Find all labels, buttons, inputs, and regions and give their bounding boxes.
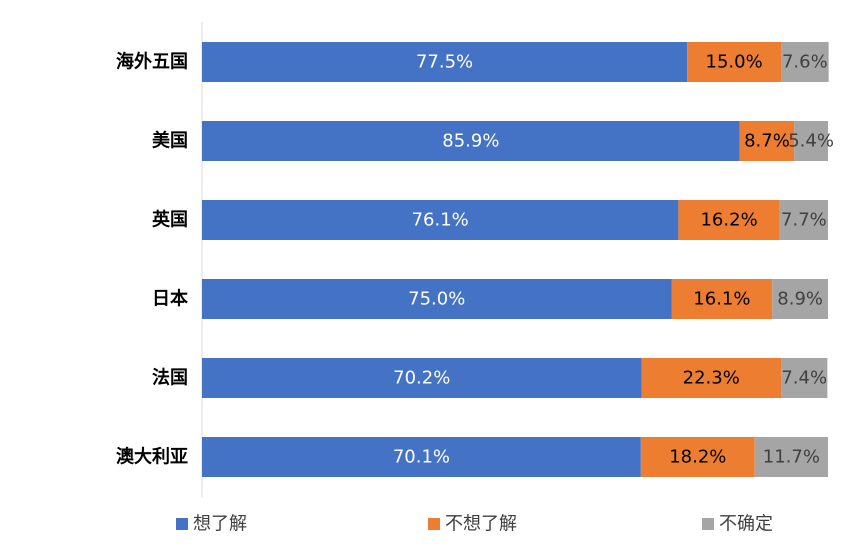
bar-segment <box>772 279 828 319</box>
legend-label: 不想了解 <box>445 514 517 535</box>
data-label: 75.0% <box>408 289 465 310</box>
data-label: 16.1% <box>693 289 750 310</box>
data-label: 11.7% <box>763 447 820 468</box>
data-label: 85.9% <box>442 131 499 152</box>
legend: 想了解 不想了解 不确定 <box>176 514 773 535</box>
data-label: 22.3% <box>683 368 740 389</box>
bar-segment <box>202 279 672 319</box>
data-label: 5.4% <box>788 131 834 152</box>
category-label: 澳大利亚 <box>116 446 188 468</box>
data-label: 15.0% <box>706 52 763 73</box>
category-label: 日本 <box>152 288 188 310</box>
legend-swatch <box>176 518 188 530</box>
bar-segment <box>739 121 795 161</box>
data-label: 77.5% <box>416 52 473 73</box>
data-label: 70.1% <box>393 447 450 468</box>
data-label: 76.1% <box>412 210 469 231</box>
bar-segment <box>671 279 773 319</box>
data-label: 18.2% <box>669 447 726 468</box>
bar-segment <box>202 358 642 398</box>
bar-segment <box>678 200 780 240</box>
bar-segment <box>781 358 828 398</box>
bar-segment <box>781 42 829 82</box>
category-label: 法国 <box>152 367 188 389</box>
bar-segment <box>794 121 828 161</box>
legend-swatch <box>702 518 714 530</box>
bar-segment <box>687 42 782 82</box>
legend-label: 不确定 <box>719 514 773 535</box>
category-label: 英国 <box>151 209 188 231</box>
bar-segments <box>202 42 829 477</box>
data-label: 7.7% <box>781 210 827 231</box>
data-label: 16.2% <box>700 210 757 231</box>
data-label: 8.9% <box>777 289 823 310</box>
data-labels: 77.5% 15.0% 7.6% 85.9% 8.7%5.4% 76.1% 16.2% 7.7… <box>393 52 834 468</box>
category-label: 美国 <box>152 130 188 152</box>
bar-segment <box>202 42 688 82</box>
bar-segment <box>754 437 828 477</box>
legend-label: 想了解 <box>193 514 247 535</box>
data-label: 7.4% <box>781 368 827 389</box>
data-label: 8.7% <box>744 131 790 152</box>
category-label: 海外五国 <box>116 51 188 73</box>
legend-swatch <box>428 518 440 530</box>
data-label: 7.6% <box>782 52 828 73</box>
bar-segment <box>640 437 755 477</box>
bar-segment <box>202 121 740 161</box>
bar-segment <box>202 437 641 477</box>
bar-segment <box>779 200 828 240</box>
bar-segment <box>641 358 782 398</box>
data-label: 70.2% <box>393 368 450 389</box>
bar-segment <box>202 200 679 240</box>
